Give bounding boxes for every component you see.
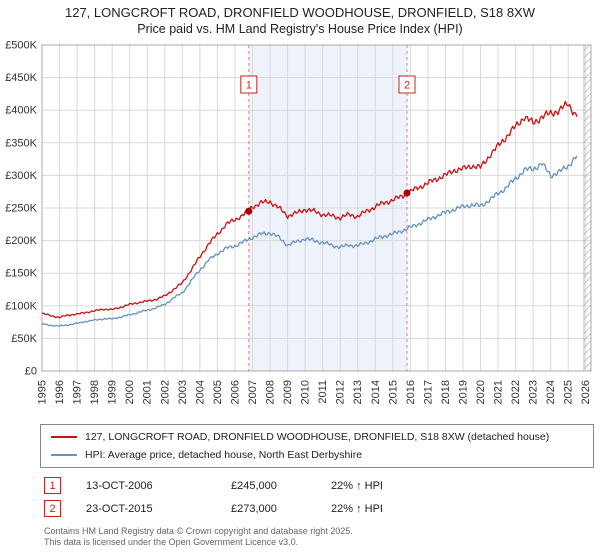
license-footer: Contains HM Land Registry data © Crown c… [44, 526, 596, 548]
svg-text:£50K: £50K [11, 333, 37, 345]
svg-text:2005: 2005 [212, 380, 224, 404]
legend-item-property: 127, LONGCROFT ROAD, DRONFIELD WOODHOUSE… [41, 428, 593, 446]
svg-text:2002: 2002 [159, 380, 171, 404]
legend-swatch-red [51, 436, 77, 438]
legend-label-property: 127, LONGCROFT ROAD, DRONFIELD WOODHOUSE… [85, 431, 550, 443]
svg-text:2009: 2009 [282, 380, 294, 404]
svg-text:1997: 1997 [72, 380, 84, 404]
sale-2-date: 23-OCT-2015 [86, 502, 153, 515]
svg-text:1999: 1999 [107, 380, 119, 404]
sale-1-price: £245,000 [231, 479, 277, 492]
page-title: 127, LONGCROFT ROAD, DRONFIELD WOODHOUSE… [64, 5, 535, 20]
svg-text:£250K: £250K [5, 203, 37, 215]
svg-text:2013: 2013 [352, 380, 364, 404]
svg-text:£100K: £100K [5, 300, 37, 312]
svg-text:2014: 2014 [370, 380, 382, 404]
svg-text:2007: 2007 [247, 380, 259, 404]
footer-line-2: This data is licensed under the Open Gov… [44, 537, 299, 547]
sale-1-marker: 1 [44, 477, 61, 494]
svg-text:2000: 2000 [124, 380, 136, 404]
svg-text:2022: 2022 [510, 380, 522, 404]
footer-line-1: Contains HM Land Registry data © Crown c… [44, 526, 353, 536]
chart-legend: 127, LONGCROFT ROAD, DRONFIELD WOODHOUSE… [40, 424, 594, 468]
svg-text:2024: 2024 [545, 380, 557, 404]
svg-text:£450K: £450K [5, 72, 37, 84]
svg-text:£500K: £500K [5, 40, 37, 52]
svg-text:£200K: £200K [5, 235, 37, 247]
sale-row-1: 1 13-OCT-2006 £245,000 22% ↑ HPI [44, 474, 584, 497]
svg-text:2018: 2018 [440, 380, 452, 404]
sale-2-price: £273,000 [231, 502, 277, 515]
svg-text:£150K: £150K [5, 268, 37, 280]
svg-text:2019: 2019 [457, 380, 469, 404]
legend-label-hpi: HPI: Average price, detached house, Nort… [85, 449, 363, 461]
svg-text:1996: 1996 [54, 380, 66, 404]
svg-text:2004: 2004 [194, 380, 206, 404]
svg-text:1995: 1995 [37, 380, 49, 404]
svg-text:£0: £0 [25, 366, 37, 378]
legend-item-hpi: HPI: Average price, detached house, Nort… [41, 446, 593, 464]
svg-text:2: 2 [404, 80, 410, 92]
sale-1-hpi-delta: 22% ↑ HPI [331, 479, 383, 492]
sale-2-marker: 2 [44, 500, 61, 517]
svg-text:£350K: £350K [5, 137, 37, 149]
svg-text:1998: 1998 [89, 380, 101, 404]
sale-row-2: 2 23-OCT-2015 £273,000 22% ↑ HPI [44, 497, 584, 520]
sale-1-date: 13-OCT-2006 [86, 479, 153, 492]
svg-text:2012: 2012 [335, 380, 347, 404]
page-subtitle: Price paid vs. HM Land Registry's House … [137, 22, 463, 36]
sales-annotations: 1 13-OCT-2006 £245,000 22% ↑ HPI 2 23-OC… [44, 474, 584, 520]
chart-title-block: 127, LONGCROFT ROAD, DRONFIELD WOODHOUSE… [0, 4, 600, 37]
svg-text:2015: 2015 [387, 380, 399, 404]
svg-text:2025: 2025 [563, 380, 575, 404]
svg-text:£400K: £400K [5, 105, 37, 117]
svg-text:2003: 2003 [177, 380, 189, 404]
svg-text:2001: 2001 [142, 380, 154, 404]
svg-text:1: 1 [246, 80, 252, 92]
legend-swatch-blue [51, 454, 77, 456]
svg-text:2017: 2017 [422, 380, 434, 404]
svg-text:2016: 2016 [405, 380, 417, 404]
svg-text:2021: 2021 [493, 380, 505, 404]
svg-text:2026: 2026 [580, 380, 592, 404]
svg-text:2006: 2006 [229, 380, 241, 404]
svg-text:2011: 2011 [317, 380, 329, 404]
svg-text:2020: 2020 [475, 380, 487, 404]
svg-text:2008: 2008 [265, 380, 277, 404]
price-chart: 1995 1996 1997 1998 1999 2000 2001 2002 2003 2004… [5, 40, 592, 404]
svg-text:£300K: £300K [5, 170, 37, 182]
svg-text:2010: 2010 [300, 380, 312, 404]
svg-text:2023: 2023 [528, 380, 540, 404]
sale-2-hpi-delta: 22% ↑ HPI [331, 502, 383, 515]
